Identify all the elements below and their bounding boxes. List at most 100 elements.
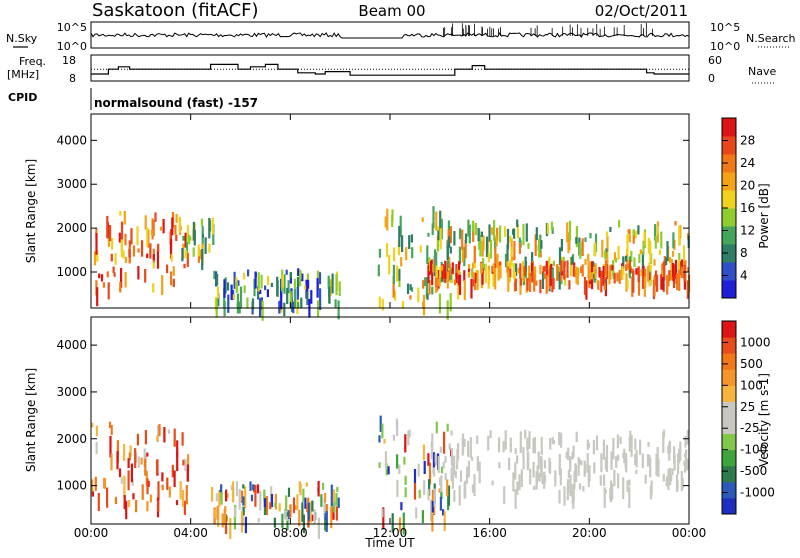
range-gate-cell [480, 263, 483, 274]
range-gate-cell [438, 293, 441, 314]
range-gate-cell [463, 482, 466, 499]
range-gate-cell [634, 453, 637, 466]
range-gate-cell [290, 298, 293, 312]
range-gate-cell [113, 272, 116, 277]
range-gate-cell [552, 440, 556, 445]
range-gate-cell [540, 240, 543, 249]
range-gate-cell [609, 226, 612, 232]
range-gate-cell [120, 221, 124, 242]
range-gate-cell [263, 498, 266, 508]
freq-tick-18: 18 [62, 54, 76, 67]
range-gate-cell [243, 285, 246, 294]
range-gate-cell [428, 479, 431, 496]
range-gate-cell [489, 239, 493, 259]
range-gate-cell [309, 501, 312, 523]
noise-search-spikes [443, 23, 653, 36]
range-gate-cell [575, 226, 578, 248]
range-gate-cell [549, 265, 552, 286]
range-gate-cell [457, 278, 460, 300]
range-gate-cell [539, 279, 542, 294]
range-gate-cell [125, 500, 128, 520]
range-gate-cell [587, 253, 590, 261]
colorbar-swatch [722, 353, 736, 370]
range-gate-cell [450, 271, 453, 283]
range-gate-cell [598, 267, 601, 278]
range-gate-cell [267, 275, 270, 285]
range-gate-cell [404, 487, 407, 498]
range-gate-cell [453, 455, 456, 476]
range-gate-cell [625, 264, 628, 271]
range-gate-cell [524, 429, 527, 439]
noise-tick-top-left: 10^5 [57, 21, 87, 34]
noise-panel: N.Sky 10^5 10^0 10^5 10^0 N.Search [6, 21, 796, 53]
range-gate-cell [446, 423, 449, 432]
range-gate-cell [335, 273, 338, 296]
range-gate-cell [170, 271, 173, 286]
range-gate-cell [514, 462, 517, 480]
range-gate-cell [385, 463, 388, 476]
range-gate-cell [584, 259, 587, 265]
range-gate-cell [503, 226, 507, 237]
range-gate-cell [617, 454, 620, 461]
velocity-data [91, 415, 689, 540]
range-gate-cell [552, 278, 555, 290]
range-gate-cell [660, 274, 663, 290]
range-gate-cell [578, 483, 582, 490]
range-gate-cell [661, 270, 665, 279]
range-gate-cell [559, 468, 562, 486]
range-gate-cell [157, 481, 160, 501]
range-gate-cell [296, 494, 299, 511]
range-gate-cell [437, 455, 440, 473]
range-gate-cell [449, 293, 452, 312]
range-gate-cell [192, 247, 195, 257]
range-gate-cell [666, 275, 669, 295]
range-gate-cell [298, 510, 301, 527]
range-gate-cell [166, 477, 169, 490]
range-gate-cell [554, 470, 557, 487]
range-gate-cell [388, 255, 391, 275]
range-gate-cell [487, 275, 490, 289]
range-gate-cell [447, 220, 450, 238]
range-gate-cell [448, 256, 451, 265]
range-gate-cell [110, 253, 113, 262]
range-gate-cell [506, 256, 509, 273]
range-gate-cell [128, 452, 131, 461]
range-gate-cell [580, 460, 583, 466]
range-gate-cell [220, 484, 223, 493]
range-gate-cell [91, 422, 94, 428]
range-gate-cell [637, 273, 641, 296]
range-gate-cell [626, 279, 629, 289]
range-gate-cell [656, 274, 659, 292]
range-gate-cell [568, 220, 572, 241]
range-gate-cell [144, 215, 147, 230]
range-gate-cell [637, 266, 640, 283]
range-gate-cell [654, 235, 657, 249]
range-gate-cell [422, 444, 425, 460]
range-gate-cell [170, 254, 173, 262]
range-gate-cell [278, 503, 281, 512]
range-gate-cell [558, 432, 561, 446]
range-gate-cell [330, 506, 333, 529]
range-gate-cell [506, 244, 509, 262]
range-gate-cell [296, 286, 299, 300]
range-gate-cell [227, 294, 230, 313]
range-gate-cell [628, 229, 631, 243]
range-gate-cell [548, 256, 551, 277]
range-gate-cell [106, 215, 109, 238]
range-gate-cell [594, 242, 597, 257]
range-gate-cell [663, 260, 666, 281]
range-gate-cell [391, 209, 394, 222]
range-gate-cell [399, 215, 402, 237]
range-gate-cell [404, 475, 407, 485]
range-gate-cell [183, 263, 186, 269]
noise-tick-bottom-left: 10^0 [57, 40, 87, 53]
range-gate-cell [519, 278, 522, 286]
range-gate-cell [293, 278, 296, 298]
range-gate-cell [161, 275, 164, 296]
colorbar-swatch [722, 385, 736, 402]
range-gate-cell [491, 480, 494, 486]
range-gate-cell [469, 437, 472, 458]
range-gate-cell [519, 279, 522, 295]
range-gate-cell [208, 243, 211, 253]
range-gate-cell [611, 483, 614, 500]
